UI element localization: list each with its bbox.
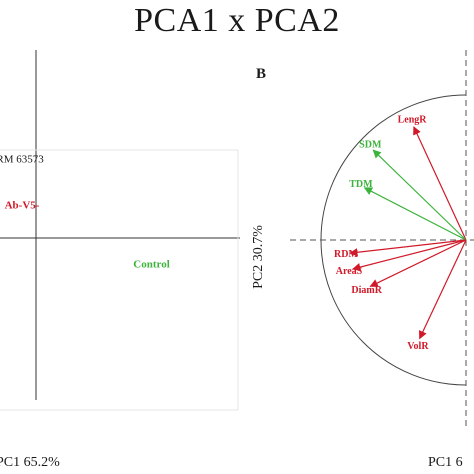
- panel-b-label: B: [256, 66, 266, 82]
- panel-b-x-axis-label: PC1 6: [428, 455, 463, 470]
- loading-vector: [349, 239, 467, 257]
- loading-vector-label: AreaS: [336, 266, 363, 277]
- loading-vector-label: TDM: [349, 179, 373, 190]
- loading-vector: [363, 187, 467, 241]
- loading-vector: [369, 239, 467, 287]
- loading-vector: [413, 126, 467, 241]
- loading-vector-label: DiamR: [351, 285, 382, 296]
- panel-a: RM 63573 Ab-V5- Control PC1 65.2%: [0, 50, 240, 470]
- figure-title: PCA1 x PCA2: [134, 2, 340, 39]
- loading-vector-label: LengR: [398, 115, 428, 126]
- panel-b-y-axis-label: PC2 30.7%: [251, 225, 266, 289]
- score-point-label: Control: [133, 258, 169, 270]
- loading-vector: [372, 149, 467, 241]
- score-point-label: Ab-V5-: [5, 200, 40, 212]
- loading-vector-label: RDM: [334, 249, 358, 260]
- panel-b: B LengR SDM TDM RDM AreaS DiamR VolR PC2 30.7%…: [251, 50, 474, 470]
- panel-a-x-axis-label: PC1 65.2%: [0, 455, 60, 470]
- loading-vector-label: SDM: [359, 140, 382, 151]
- loading-vector: [352, 239, 467, 272]
- loading-vector: [419, 239, 467, 340]
- loading-vector-label: VolR: [407, 341, 429, 352]
- score-point-label: RM 63573: [0, 153, 44, 165]
